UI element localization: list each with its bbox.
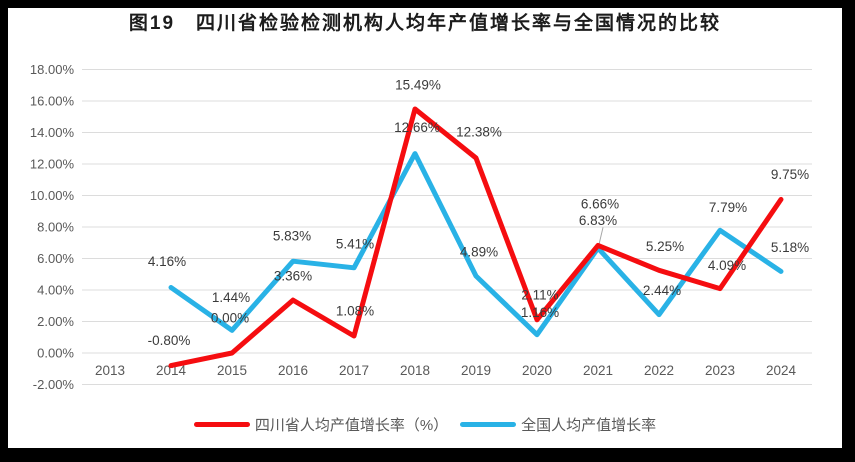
x-tick-label: 2024: [766, 363, 797, 378]
chart-legend: 四川省人均产值增长率（%） 全国人均产值增长率: [8, 414, 842, 435]
y-tick-label: 8.00%: [37, 220, 74, 235]
x-tick-label: 2020: [522, 363, 552, 378]
legend-item-national: 全国人均产值增长率: [460, 414, 656, 435]
legend-label-sichuan: 四川省人均产值增长率（%）: [254, 417, 449, 434]
data-label-national: 5.83%: [273, 229, 311, 244]
data-label-sichuan: 0.00%: [211, 311, 249, 326]
chart-title: 图19 四川省检验检测机构人均年产值增长率与全国情况的比较: [128, 13, 722, 34]
data-label-leader-line: [598, 227, 604, 245]
chart-canvas: 图19 四川省检验检测机构人均年产值增长率与全国情况的比较 -2.00% 0.00…: [8, 8, 842, 448]
data-label-national: 6.66%: [581, 197, 619, 212]
legend-item-sichuan: 四川省人均产值增长率（%）: [193, 414, 449, 435]
data-label-national: 1.16%: [521, 305, 559, 320]
legend-line-swatch-national-icon: [460, 422, 517, 427]
y-tick-label: 2.00%: [37, 314, 74, 329]
y-tick-label: 6.00%: [37, 251, 74, 266]
x-tick-label: 2013: [95, 363, 125, 378]
x-tick-label: 2023: [705, 363, 735, 378]
data-label-national: 5.41%: [336, 236, 374, 251]
legend-label-national: 全国人均产值增长率: [521, 417, 657, 434]
y-tick-label: -2.00%: [33, 377, 75, 392]
data-label-national: 2.44%: [643, 283, 681, 298]
data-label-national: 12.66%: [394, 120, 440, 135]
y-tick-label: 12.00%: [30, 157, 75, 172]
series-line-sichuan: [168, 106, 784, 369]
data-label-sichuan: 9.75%: [771, 167, 809, 182]
data-label-sichuan: 15.49%: [395, 78, 441, 93]
x-tick-label: 2014: [156, 363, 187, 378]
data-label-national: 4.16%: [148, 254, 186, 269]
x-tick-label: 2019: [461, 363, 491, 378]
x-tick-label: 2015: [217, 363, 247, 378]
data-label-sichuan: 2.11%: [521, 287, 558, 302]
y-tick-label: 18.00%: [30, 62, 75, 77]
legend-line-swatch-sichuan-icon: [193, 422, 250, 427]
x-tick-label: 2018: [400, 363, 430, 378]
data-label-national: 4.89%: [460, 245, 498, 260]
series-line-national: [168, 151, 784, 338]
y-tick-label: 16.00%: [30, 94, 75, 109]
y-tick-label: 4.00%: [37, 283, 74, 298]
data-label-sichuan: -0.80%: [148, 333, 191, 348]
data-label-national: 7.79%: [709, 200, 747, 215]
chart-plot-area: -2.00% 0.00% 2.00% 4.00% 6.00% 8.00% 10.00% 12.…: [30, 62, 812, 392]
y-tick-label: 10.00%: [30, 188, 75, 203]
x-tick-label: 2017: [339, 363, 369, 378]
data-label-sichuan: 4.09%: [708, 258, 746, 273]
data-label-national: 1.44%: [212, 290, 250, 305]
y-tick-label: 0.00%: [37, 346, 74, 361]
data-label-sichuan: 6.83%: [579, 213, 617, 228]
data-label-sichuan: 5.25%: [646, 239, 684, 254]
data-label-sichuan: 12.38%: [456, 125, 502, 140]
data-label-sichuan: 1.08%: [336, 304, 374, 319]
x-tick-label: 2022: [644, 363, 674, 378]
data-label-sichuan: 3.36%: [274, 269, 312, 284]
x-tick-label: 2021: [583, 363, 613, 378]
data-label-national: 5.18%: [771, 240, 809, 255]
x-tick-label: 2016: [278, 363, 308, 378]
y-tick-label: 14.00%: [30, 125, 75, 140]
